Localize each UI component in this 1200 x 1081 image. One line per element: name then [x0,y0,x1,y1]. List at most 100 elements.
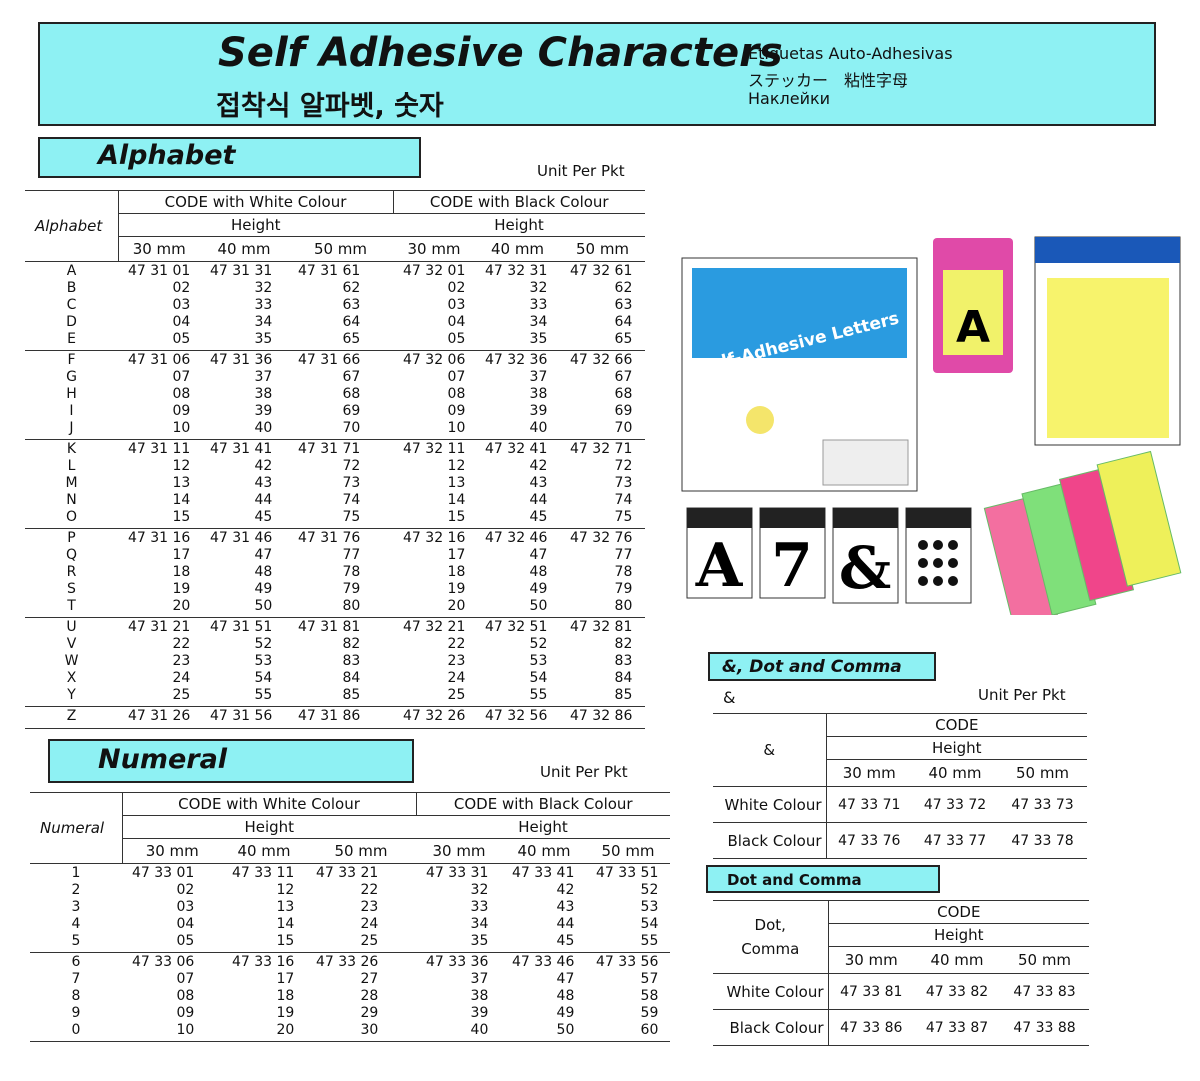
code: 19 [447,581,466,597]
code: 74 [342,492,361,508]
code-cell: 47 32 41 42 43 44 45 [475,439,561,529]
header-box [38,22,1156,126]
photo-dots [918,540,958,586]
code: 44 [529,492,548,508]
code-cell: 47 33 36 37 38 39 40 [416,952,503,1042]
subtitle: 접착식 알파벳, 숫자 [216,91,444,122]
code: 04 [447,314,466,330]
code: 39 [470,1005,489,1021]
code: 07 [172,369,191,385]
code: 37 [470,971,489,987]
code: 55 [529,687,548,703]
code-stack: 47 32 26 [403,708,465,725]
code: 45 [254,509,273,525]
code: 47 32 46 [485,530,548,546]
code-cell: 47 33 56 57 58 59 60 [586,952,671,1042]
code: 47 33 71 [826,786,912,823]
code: 77 [342,547,361,563]
code: 17 [447,547,466,563]
title: Self Adhesive Characters [218,30,783,76]
code-cell: 47 31 11 12 13 14 15 [118,439,200,529]
size-header: 30 mm [416,838,503,864]
code: 47 33 06 [132,954,195,970]
code-stack: 47 31 11 12 13 14 15 [128,441,190,526]
code-stack: 47 31 61 62 63 64 65 [298,263,360,348]
code-cell: 47 32 21 22 23 24 25 [393,617,476,707]
size-header: 50 mm [586,838,671,864]
code-cell: 47 32 01 02 03 04 05 [393,261,476,351]
code: 39 [254,403,273,419]
code-stack: 47 32 71 72 73 74 75 [570,441,632,526]
section-title: Numeral [98,744,228,775]
photo-text: & [839,534,891,602]
code: 37 [254,369,273,385]
code: 32 [529,280,548,296]
code-cell: 47 31 81 82 83 84 85 [288,617,394,707]
code: 47 32 71 [570,441,633,457]
key: L [67,458,76,474]
code: 82 [614,636,633,652]
code-stack: 47 31 41 42 43 44 45 [210,441,272,526]
code: 47 33 16 [232,954,295,970]
code-stack: 47 32 56 [485,708,547,725]
group-header: CODE with White Colour [118,190,394,214]
code: 75 [614,509,633,525]
header-row: 30 mm 40 mm 50 mm 30 mm 40 mm 50 mm [25,236,646,262]
size-header: 50 mm [306,838,417,864]
code-cell: 47 32 26 [393,706,476,729]
code: 47 31 01 [128,263,191,279]
code: 24 [360,916,379,932]
code: 47 32 76 [570,530,633,546]
data-row: Black Colour 47 33 76 47 33 77 47 33 78 [713,822,1088,859]
code: 18 [172,564,191,580]
code: 52 [529,636,548,652]
unit: Unit Per Pkt [978,686,1066,704]
size-header: 30 mm [122,838,222,864]
code: 24 [172,670,191,686]
code: 47 32 61 [570,263,633,279]
code: 35 [470,933,489,949]
code: 34 [470,916,489,932]
code: 39 [529,403,548,419]
code: 55 [254,687,273,703]
code: 47 33 86 [828,1009,914,1046]
code-stack: 47 31 71 72 73 74 75 [298,441,360,526]
code: 43 [556,899,575,915]
code: 44 [556,916,575,932]
photo-part [692,268,907,358]
key-cell: Z [25,706,118,729]
code-cell: 47 31 16 17 18 19 20 [118,528,200,618]
size-header: 30 mm [828,946,914,974]
code: 43 [529,475,548,491]
code: 09 [447,403,466,419]
key: F [67,352,76,368]
code: 40 [529,420,548,436]
code: 47 31 76 [298,530,361,546]
key: S [67,581,76,597]
code: 47 33 36 [426,954,489,970]
code: 37 [529,369,548,385]
code: 82 [342,636,361,652]
code: 47 33 88 [1000,1009,1090,1046]
code: 47 31 31 [210,263,273,279]
code-cell: 47 33 46 47 48 49 50 [502,952,587,1042]
code: 63 [614,297,633,313]
code: 47 32 51 [485,619,548,635]
code: 64 [342,314,361,330]
key: E [67,331,76,347]
corner: Numeral [30,792,123,864]
code: 35 [529,331,548,347]
code: 47 32 66 [570,352,633,368]
photo-cards [686,507,972,604]
code-stack: 47 32 41 42 43 44 45 [485,441,547,526]
code: 47 33 21 [316,865,379,881]
code-cell: 47 32 51 52 53 54 55 [475,617,561,707]
code-cell: 47 32 56 [475,706,561,729]
code: 38 [529,386,548,402]
code: 17 [276,971,295,987]
code: 08 [447,386,466,402]
corner-line: Comma [741,940,800,958]
size-header: 50 mm [1000,946,1090,974]
